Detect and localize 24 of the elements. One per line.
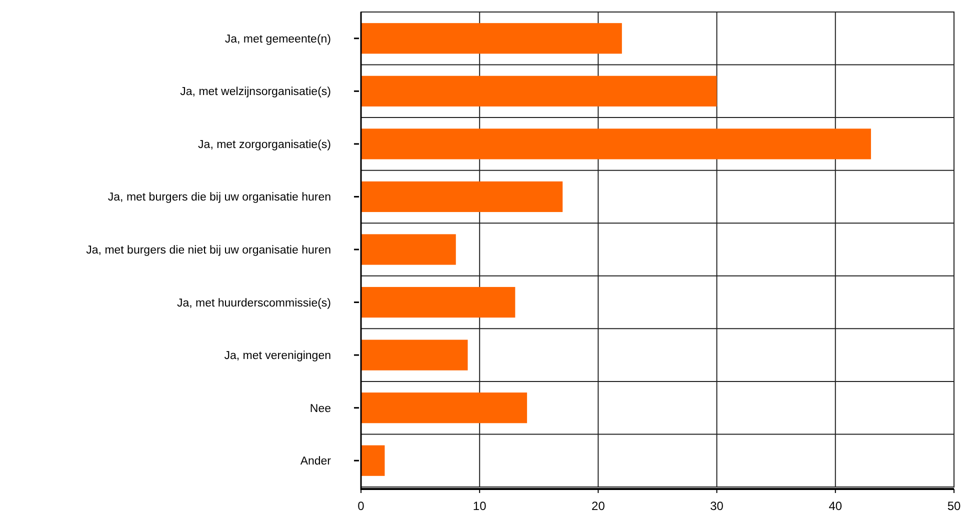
bar bbox=[361, 234, 456, 265]
y-tick-label: Ander bbox=[300, 456, 332, 468]
x-tick-label: 30 bbox=[710, 499, 724, 513]
bar bbox=[361, 286, 516, 318]
x-tick-label: 20 bbox=[592, 499, 606, 513]
x-tick-label: 0 bbox=[358, 499, 365, 513]
bar bbox=[361, 340, 468, 370]
y-tick-label: Ja, met burgers die niet bij uw organisatie huren bbox=[86, 244, 331, 256]
x-tick-label: 50 bbox=[947, 499, 961, 513]
bar bbox=[361, 445, 385, 476]
bar bbox=[361, 181, 563, 212]
x-tick-label: 10 bbox=[472, 499, 487, 513]
y-tick-label: Ja, met burgers die bij uw organisatie huren bbox=[108, 192, 331, 204]
y-tick-label: Ja, met welzijnsorganisatie(s) bbox=[180, 86, 332, 98]
y-tick-label: Ja, met gemeente(n) bbox=[224, 33, 332, 46]
bar bbox=[361, 23, 622, 54]
y-tick-label: Ja, met verenigingen bbox=[224, 350, 331, 362]
bar bbox=[361, 76, 717, 106]
x-tick-label: 40 bbox=[828, 499, 842, 513]
bar bbox=[361, 128, 871, 160]
y-tick-label: Ja, met huurderscommissie(s) bbox=[176, 297, 332, 310]
y-tick-label: Ja, met zorgorganisatie(s) bbox=[198, 138, 332, 151]
bar bbox=[361, 392, 528, 424]
y-tick-label: Nee bbox=[310, 402, 331, 415]
